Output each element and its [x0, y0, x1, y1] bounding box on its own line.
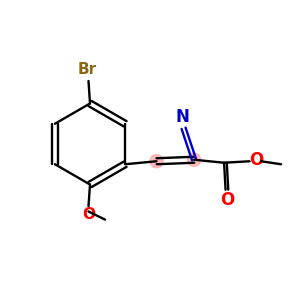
Circle shape	[188, 153, 201, 166]
Circle shape	[150, 154, 163, 168]
Text: O: O	[82, 207, 95, 222]
Text: N: N	[175, 108, 189, 126]
Text: O: O	[249, 151, 263, 169]
Text: Br: Br	[77, 62, 97, 77]
Text: O: O	[220, 191, 234, 209]
